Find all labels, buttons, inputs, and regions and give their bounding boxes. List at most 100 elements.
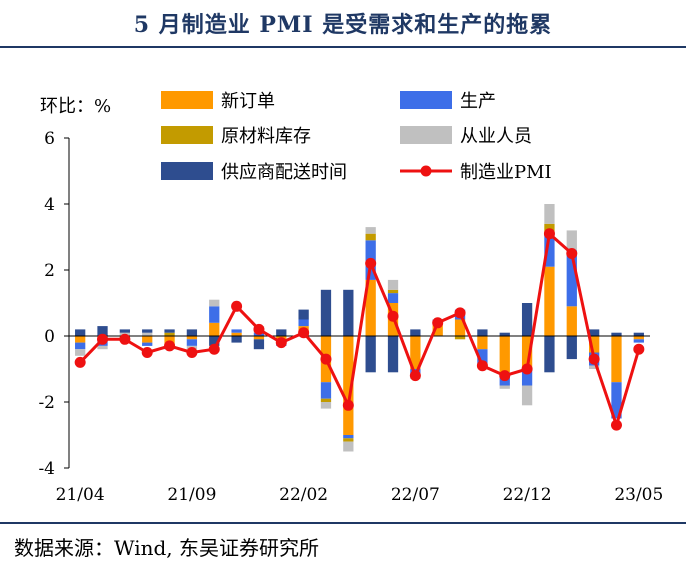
bar-segment-3-23 <box>589 365 600 369</box>
bar-segment-1-7 <box>231 329 242 333</box>
pmi-point-4 <box>164 340 176 352</box>
legend-swatch-2 <box>161 126 213 144</box>
bar-segment-4-10 <box>298 309 309 320</box>
bar-segment-1-21 <box>544 233 555 267</box>
bar-segment-4-2 <box>119 329 131 333</box>
legend-marker-5 <box>420 165 432 177</box>
pmi-point-11 <box>320 353 332 365</box>
pmi-point-3 <box>141 347 153 358</box>
axes-layer: -4 -2 0 2 4 6 21/04 21/09 22/02 22/07 22/12 23/05 <box>38 129 663 505</box>
legend-swatch-4 <box>161 162 213 180</box>
legend-label-0: 新订单 <box>221 91 275 112</box>
bar-segment-4-18 <box>477 329 488 336</box>
legend-label-5: 制造业PMI <box>460 162 552 183</box>
bar-segment-0-24 <box>611 336 622 383</box>
pmi-point-13 <box>365 257 377 269</box>
bar-segment-4-19 <box>499 332 510 336</box>
bar-segment-0-16 <box>432 322 443 336</box>
pmi-point-25 <box>633 343 645 355</box>
bar-segment-1-5 <box>186 339 198 346</box>
y-axis-label: 环比：% <box>40 96 111 117</box>
pmi-point-1 <box>97 333 109 345</box>
bar-segment-3-11 <box>320 402 332 409</box>
pmi-point-23 <box>588 353 600 365</box>
bar-segment-4-12 <box>343 289 354 336</box>
x-tick-label-0: 21/04 <box>56 485 105 505</box>
bar-segment-3-3 <box>142 332 153 336</box>
x-tick-label-5: 23/05 <box>614 485 663 505</box>
bar-segment-4-5 <box>186 329 198 336</box>
pmi-point-9 <box>275 337 287 349</box>
y-tick-label-0: -4 <box>38 459 55 479</box>
pmi-point-5 <box>186 347 198 358</box>
pmi-point-24 <box>610 419 622 431</box>
bar-segment-4-3 <box>142 329 153 333</box>
bar-segment-0-19 <box>499 336 510 373</box>
y-tick-label-5: 6 <box>44 129 55 149</box>
chart-title: 5 月制造业 PMI 是受需求和生产的拖累 <box>133 12 553 38</box>
bar-segment-0-12 <box>343 336 354 435</box>
bar-segment-0-8 <box>253 336 265 340</box>
pmi-point-12 <box>342 399 354 411</box>
data-source: 数据来源：Wind, 东吴证券研究所 <box>14 536 319 560</box>
legend-swatch-1 <box>400 91 452 109</box>
bar-segment-0-13 <box>365 279 376 336</box>
legend-label-2: 原材料库存 <box>221 126 311 147</box>
legend-label-1: 生产 <box>460 91 496 112</box>
title-divider <box>0 46 686 48</box>
bar-segment-1-0 <box>75 342 86 350</box>
bar-segment-2-14 <box>387 289 399 294</box>
bar-segment-4-13 <box>365 336 376 373</box>
bar-segment-1-6 <box>209 306 220 323</box>
pmi-point-2 <box>119 333 131 345</box>
bar-segment-0-5 <box>186 336 198 340</box>
y-tick-label-4: 4 <box>44 195 55 215</box>
y-tick-label-1: -2 <box>38 393 55 413</box>
bar-segment-0-17 <box>454 319 466 336</box>
bar-segment-4-23 <box>589 329 600 336</box>
legend-swatch-3 <box>400 126 452 144</box>
pmi-point-10 <box>298 327 310 339</box>
pmi-point-8 <box>253 323 265 335</box>
bar-segment-4-4 <box>164 329 175 333</box>
bar-segment-1-14 <box>387 293 399 303</box>
bar-segment-4-6 <box>209 336 220 346</box>
bar-segment-3-12 <box>343 441 354 452</box>
bar-segment-1-20 <box>521 369 533 386</box>
x-tick-label-2: 22/02 <box>279 485 328 505</box>
pmi-line <box>79 232 641 427</box>
x-tick-label-4: 22/12 <box>503 485 552 505</box>
y-tick-label-2: 0 <box>44 327 55 347</box>
bar-segment-0-18 <box>477 336 488 350</box>
bar-segment-4-8 <box>253 339 265 350</box>
bar-segment-4-14 <box>387 336 399 373</box>
bar-segment-0-15 <box>410 336 421 369</box>
bar-segment-2-4 <box>164 332 175 336</box>
bar-segment-0-6 <box>209 322 220 336</box>
bar-segment-4-7 <box>231 336 242 343</box>
bar-segment-0-25 <box>633 336 644 340</box>
bar-segment-1-11 <box>320 382 332 399</box>
pmi-point-6 <box>208 343 220 355</box>
bar-segment-4-11 <box>320 289 332 336</box>
bar-segment-1-3 <box>142 342 153 346</box>
bar-segment-3-1 <box>97 345 108 350</box>
bar-segment-1-12 <box>343 435 354 439</box>
pmi-point-19 <box>499 370 511 382</box>
pmi-point-21 <box>543 228 555 240</box>
pmi-point-22 <box>566 248 578 259</box>
pmi-point-17 <box>454 307 466 319</box>
pmi-point-7 <box>231 300 243 312</box>
bar-segment-3-19 <box>499 385 510 389</box>
bar-segment-2-13 <box>365 233 376 241</box>
bar-segment-4-1 <box>97 326 108 336</box>
legend-swatch-0 <box>161 91 213 109</box>
bar-segment-4-15 <box>410 329 421 336</box>
bar-segment-0-21 <box>544 266 555 336</box>
pmi-point-20 <box>521 363 533 375</box>
bar-segment-0-20 <box>521 336 533 369</box>
bar-segment-3-0 <box>75 349 86 356</box>
bar-segment-3-22 <box>566 230 577 251</box>
bar-segment-0-22 <box>566 306 577 336</box>
